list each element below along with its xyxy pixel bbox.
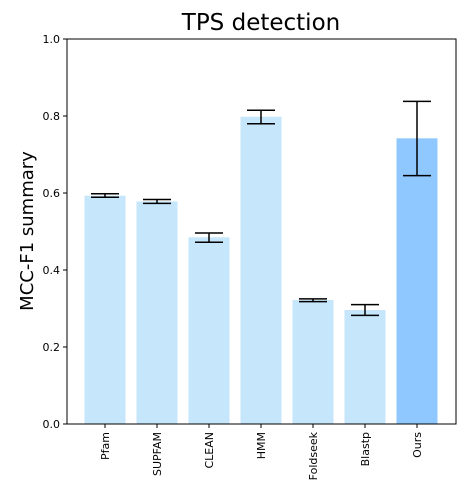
x-tick-label-ours: Ours (411, 432, 424, 458)
bar-hmm (240, 116, 282, 425)
y-axis: 0.0 0.2 0.4 0.6 0.8 1.0 (43, 33, 67, 431)
y-tick-label: 0.2 (43, 341, 61, 354)
x-axis: Pfam SUPFAM CLEAN HMM Foldseek Blastp Ours (99, 424, 424, 480)
y-tick-label: 0.6 (43, 187, 61, 200)
y-tick-label: 0.8 (43, 110, 61, 123)
x-tick-label-supfam: SUPFAM (151, 432, 164, 476)
y-tick-label: 1.0 (43, 33, 61, 46)
y-tick-label: 0.0 (43, 418, 61, 431)
bar-blastp (344, 310, 386, 424)
chart-title: TPS detection (181, 10, 340, 36)
bar-foldseek (292, 300, 334, 424)
x-tick-label-pfam: Pfam (99, 432, 112, 460)
x-tick-label-clean: CLEAN (203, 432, 216, 469)
y-axis-label: MCC-F1 summary (17, 151, 38, 311)
bar-pfam (84, 195, 126, 424)
bar-clean (188, 237, 230, 424)
x-tick-label-hmm: HMM (255, 432, 268, 459)
plot-frame (66, 38, 457, 425)
x-tick-label-foldseek: Foldseek (307, 431, 320, 480)
x-tick-label-blastp: Blastp (359, 432, 372, 466)
error-bars-group (91, 100, 431, 317)
y-tick-label: 0.4 (43, 264, 61, 277)
bars-group (84, 116, 438, 425)
bar-supfam (136, 201, 178, 424)
bar-ours (396, 138, 438, 424)
